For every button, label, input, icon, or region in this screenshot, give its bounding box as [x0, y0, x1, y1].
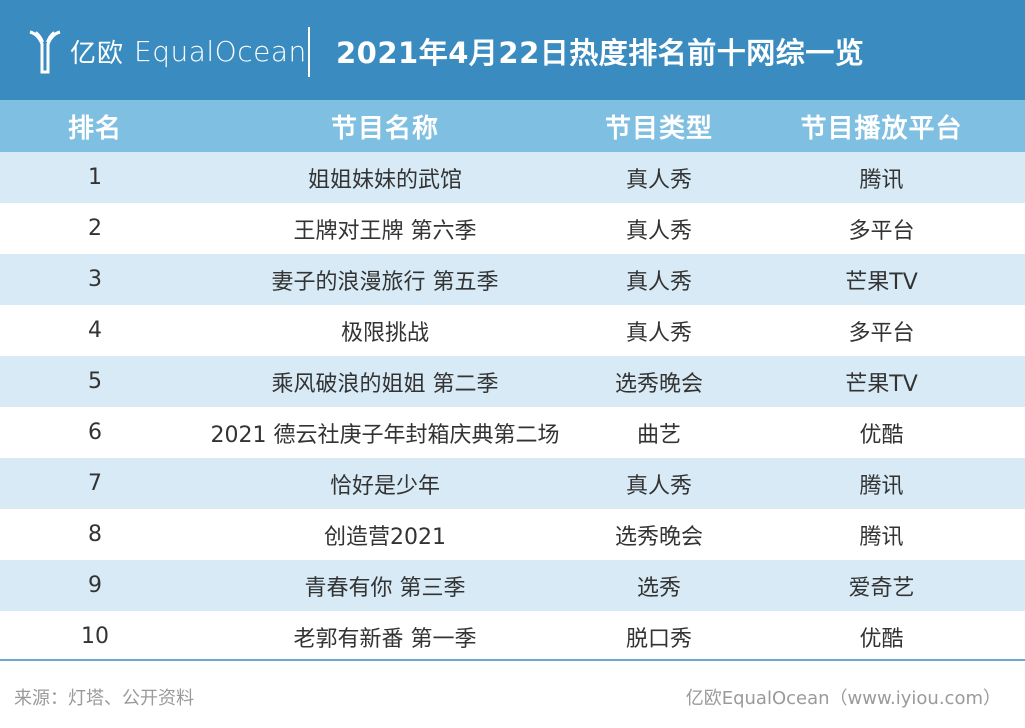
column-header-show-name: 节目名称	[330, 113, 439, 144]
header-divider	[308, 27, 310, 77]
cell-show-name: 乘风破浪的姐姐 第二季	[271, 371, 499, 397]
cell-show-type: 真人秀	[625, 269, 692, 295]
cell-platform: 优酷	[859, 626, 904, 652]
cell-show-name: 创造营2021	[324, 524, 446, 550]
cell-show-name: 王牌对王牌 第六季	[293, 218, 477, 244]
cell-show-type: 选秀晚会	[614, 371, 703, 397]
cell-platform: 多平台	[848, 320, 915, 346]
cell-platform: 腾讯	[859, 473, 904, 499]
table-row: 9 青春有你 第三季 选秀 爱奇艺	[0, 560, 1025, 611]
cell-rank: 9	[88, 573, 102, 598]
cell-show-type: 脱口秀	[625, 626, 692, 652]
table-body: 1 姐姐妹妹的武馆 真人秀 腾讯 2 王牌对王牌 第六季 真人秀 多平台 3 妻…	[0, 152, 1025, 662]
cell-platform: 多平台	[848, 218, 915, 244]
cell-rank: 6	[88, 420, 102, 445]
table-row: 7 恰好是少年 真人秀 腾讯	[0, 458, 1025, 509]
table-row: 8 创造营2021 选秀晚会 腾讯	[0, 509, 1025, 560]
cell-rank: 5	[88, 369, 102, 394]
column-header-show-type: 节目类型	[604, 113, 713, 144]
table-header: 排名 节目名称 节目类型 节目播放平台	[0, 100, 1025, 152]
cell-show-name: 老郭有新番 第一季	[293, 626, 477, 652]
cell-platform: 芒果TV	[845, 371, 918, 397]
table-row: 5 乘风破浪的姐姐 第二季 选秀晚会 芒果TV	[0, 356, 1025, 407]
cell-platform: 腾讯	[859, 524, 904, 550]
cell-show-type: 选秀	[636, 575, 681, 601]
cell-rank: 2	[88, 216, 102, 241]
table-row: 6 2021 德云社庚子年封箱庆典第二场 曲艺 优酷	[0, 407, 1025, 458]
cell-show-type: 真人秀	[625, 218, 692, 244]
cell-rank: 7	[88, 471, 102, 496]
table-row: 1 姐姐妹妹的武馆 真人秀 腾讯	[0, 152, 1025, 203]
column-header-platform: 节目播放平台	[800, 113, 963, 144]
cell-platform: 爱奇艺	[848, 575, 915, 601]
cell-rank: 3	[88, 267, 102, 292]
cell-show-name: 极限挑战	[340, 320, 429, 346]
source-note: 来源：灯塔、公开资料	[14, 688, 194, 709]
table-row: 2 王牌对王牌 第六季 真人秀 多平台	[0, 203, 1025, 254]
cell-rank: 4	[88, 318, 102, 343]
cell-show-name: 妻子的浪漫旅行 第五季	[271, 269, 499, 295]
logo-en-text: EqualOcean	[134, 34, 307, 68]
page-title: 2021年4月22日热度排名前十网综一览	[336, 36, 865, 70]
equalocean-y-logo-icon	[29, 30, 61, 74]
cell-show-name: 恰好是少年	[329, 473, 440, 499]
header-banner: 亿欧 EqualOcean 2021年4月22日热度排名前十网综一览	[0, 0, 1025, 100]
table-row: 4 极限挑战 真人秀 多平台	[0, 305, 1025, 356]
credit-note: 亿欧EqualOcean（www.iyiou.com）	[685, 688, 1001, 709]
brand-logo: 亿欧 EqualOcean	[28, 26, 307, 76]
cell-show-type: 真人秀	[625, 473, 692, 499]
cell-show-type: 真人秀	[625, 167, 692, 193]
cell-show-type: 真人秀	[625, 320, 692, 346]
table-row: 10 老郭有新番 第一季 脱口秀 优酷	[0, 611, 1025, 662]
logo-cn-text: 亿欧	[70, 38, 125, 69]
column-header-rank: 排名	[67, 113, 122, 144]
cell-rank: 8	[88, 522, 102, 547]
cell-platform: 腾讯	[859, 167, 904, 193]
cell-show-name: 青春有你 第三季	[304, 575, 466, 601]
cell-rank: 10	[81, 624, 109, 649]
cell-show-type: 选秀晚会	[614, 524, 703, 550]
cell-platform: 优酷	[859, 422, 904, 448]
cell-show-name: 姐姐妹妹的武馆	[307, 167, 462, 193]
table-row: 3 妻子的浪漫旅行 第五季 真人秀 芒果TV	[0, 254, 1025, 305]
cell-show-type: 曲艺	[636, 422, 681, 448]
table-bottom-divider	[0, 659, 1025, 661]
cell-show-name: 2021 德云社庚子年封箱庆典第二场	[210, 422, 560, 448]
cell-rank: 1	[88, 165, 102, 190]
cell-platform: 芒果TV	[845, 269, 918, 295]
